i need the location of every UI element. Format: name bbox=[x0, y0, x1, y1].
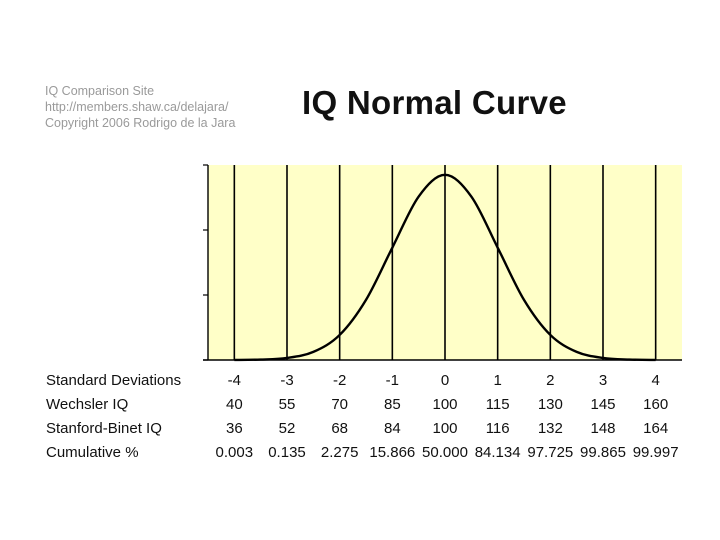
curve-point-1 bbox=[260, 358, 262, 361]
table-cell: 4 bbox=[651, 372, 660, 389]
table-row-label: Stanford-Binet IQ bbox=[46, 420, 162, 437]
table-cell: -3 bbox=[280, 372, 294, 389]
table-cell: 0.003 bbox=[215, 444, 254, 461]
credit-copyright: Copyright 2006 Rodrigo de la Jara bbox=[45, 116, 236, 130]
curve-point-15 bbox=[628, 358, 630, 361]
table-cell: 99.997 bbox=[632, 444, 679, 461]
credit-url: http://members.shaw.ca/delajara/ bbox=[45, 100, 229, 114]
curve-point-9 bbox=[470, 195, 472, 198]
table-cell: 148 bbox=[590, 420, 616, 437]
curve-point-8 bbox=[444, 174, 446, 176]
curve-point-10 bbox=[497, 247, 499, 249]
table-cell: 50.000 bbox=[422, 444, 468, 461]
credit-site-name: IQ Comparison Site bbox=[45, 84, 155, 98]
chart-title: IQ Normal Curve bbox=[302, 84, 567, 121]
table-cell: 0.135 bbox=[268, 444, 306, 461]
table-cell: 84 bbox=[383, 420, 401, 437]
table-cell: 100 bbox=[432, 396, 458, 413]
table-cell: -4 bbox=[227, 372, 241, 389]
table-cell: 0 bbox=[440, 372, 450, 389]
table-cell: 132 bbox=[537, 420, 563, 437]
table-cell: 15.866 bbox=[369, 444, 416, 461]
table-cell: 97.725 bbox=[527, 444, 574, 461]
table-cell: 145 bbox=[590, 396, 616, 413]
table-cell: 1 bbox=[493, 372, 502, 389]
table-cell: 68 bbox=[331, 420, 348, 437]
curve-point-11 bbox=[523, 299, 525, 301]
table-cell: 40 bbox=[225, 396, 243, 413]
table-cell: 99.865 bbox=[580, 444, 626, 461]
curve-point-2 bbox=[286, 357, 288, 359]
table-cell: 52 bbox=[278, 420, 296, 437]
curve-point-14 bbox=[602, 357, 604, 359]
table-cell: -1 bbox=[385, 372, 399, 389]
table-cell: 100 bbox=[432, 420, 458, 437]
table-cell: -2 bbox=[332, 372, 347, 389]
curve-point-4 bbox=[339, 334, 341, 336]
table-cell: 164 bbox=[643, 420, 669, 437]
curve-point-3 bbox=[312, 351, 314, 353]
curve-point-5 bbox=[365, 299, 367, 301]
table-cell: 70 bbox=[331, 396, 348, 413]
table-row: Cumulative % 0.003 0.135 2.275 15.866 50.000 8… bbox=[0, 444, 720, 466]
curve-point-16 bbox=[655, 359, 657, 361]
table-cell: 2.275 bbox=[320, 444, 359, 461]
table-cell: 55 bbox=[278, 396, 296, 413]
table-row: Stanford-Binet IQ 36 52 68 84 100 116 132 148 164 bbox=[0, 420, 720, 442]
table-row-label: Standard Deviations bbox=[46, 372, 182, 389]
table-row: Standard Deviations -4 -3 -2 -1 0 1 2 3 4 bbox=[0, 372, 720, 394]
table-cell: 3 bbox=[598, 372, 608, 389]
table-row-label: Cumulative % bbox=[46, 444, 139, 461]
table-cell: 85 bbox=[383, 396, 401, 413]
curve-point-6 bbox=[391, 247, 393, 249]
curve-point-12 bbox=[549, 334, 551, 336]
table-cell: 160 bbox=[643, 396, 669, 413]
table-row-label: Wechsler IQ bbox=[46, 396, 129, 413]
table-row: Wechsler IQ 40 55 70 85 100 115 130 145 160 bbox=[0, 396, 720, 418]
table-cell: 115 bbox=[485, 396, 510, 413]
table-cell: 116 bbox=[485, 420, 510, 437]
table-cell: 84.134 bbox=[474, 444, 521, 461]
curve-point-13 bbox=[576, 351, 578, 353]
curve-point-0 bbox=[233, 359, 235, 361]
credit-block: IQ Comparison Site http://members.shaw.c… bbox=[45, 83, 305, 131]
curve-point-7 bbox=[418, 195, 420, 198]
table-cell: 2 bbox=[546, 372, 555, 389]
table-cell: 130 bbox=[537, 396, 563, 413]
table-cell: 36 bbox=[225, 420, 243, 437]
